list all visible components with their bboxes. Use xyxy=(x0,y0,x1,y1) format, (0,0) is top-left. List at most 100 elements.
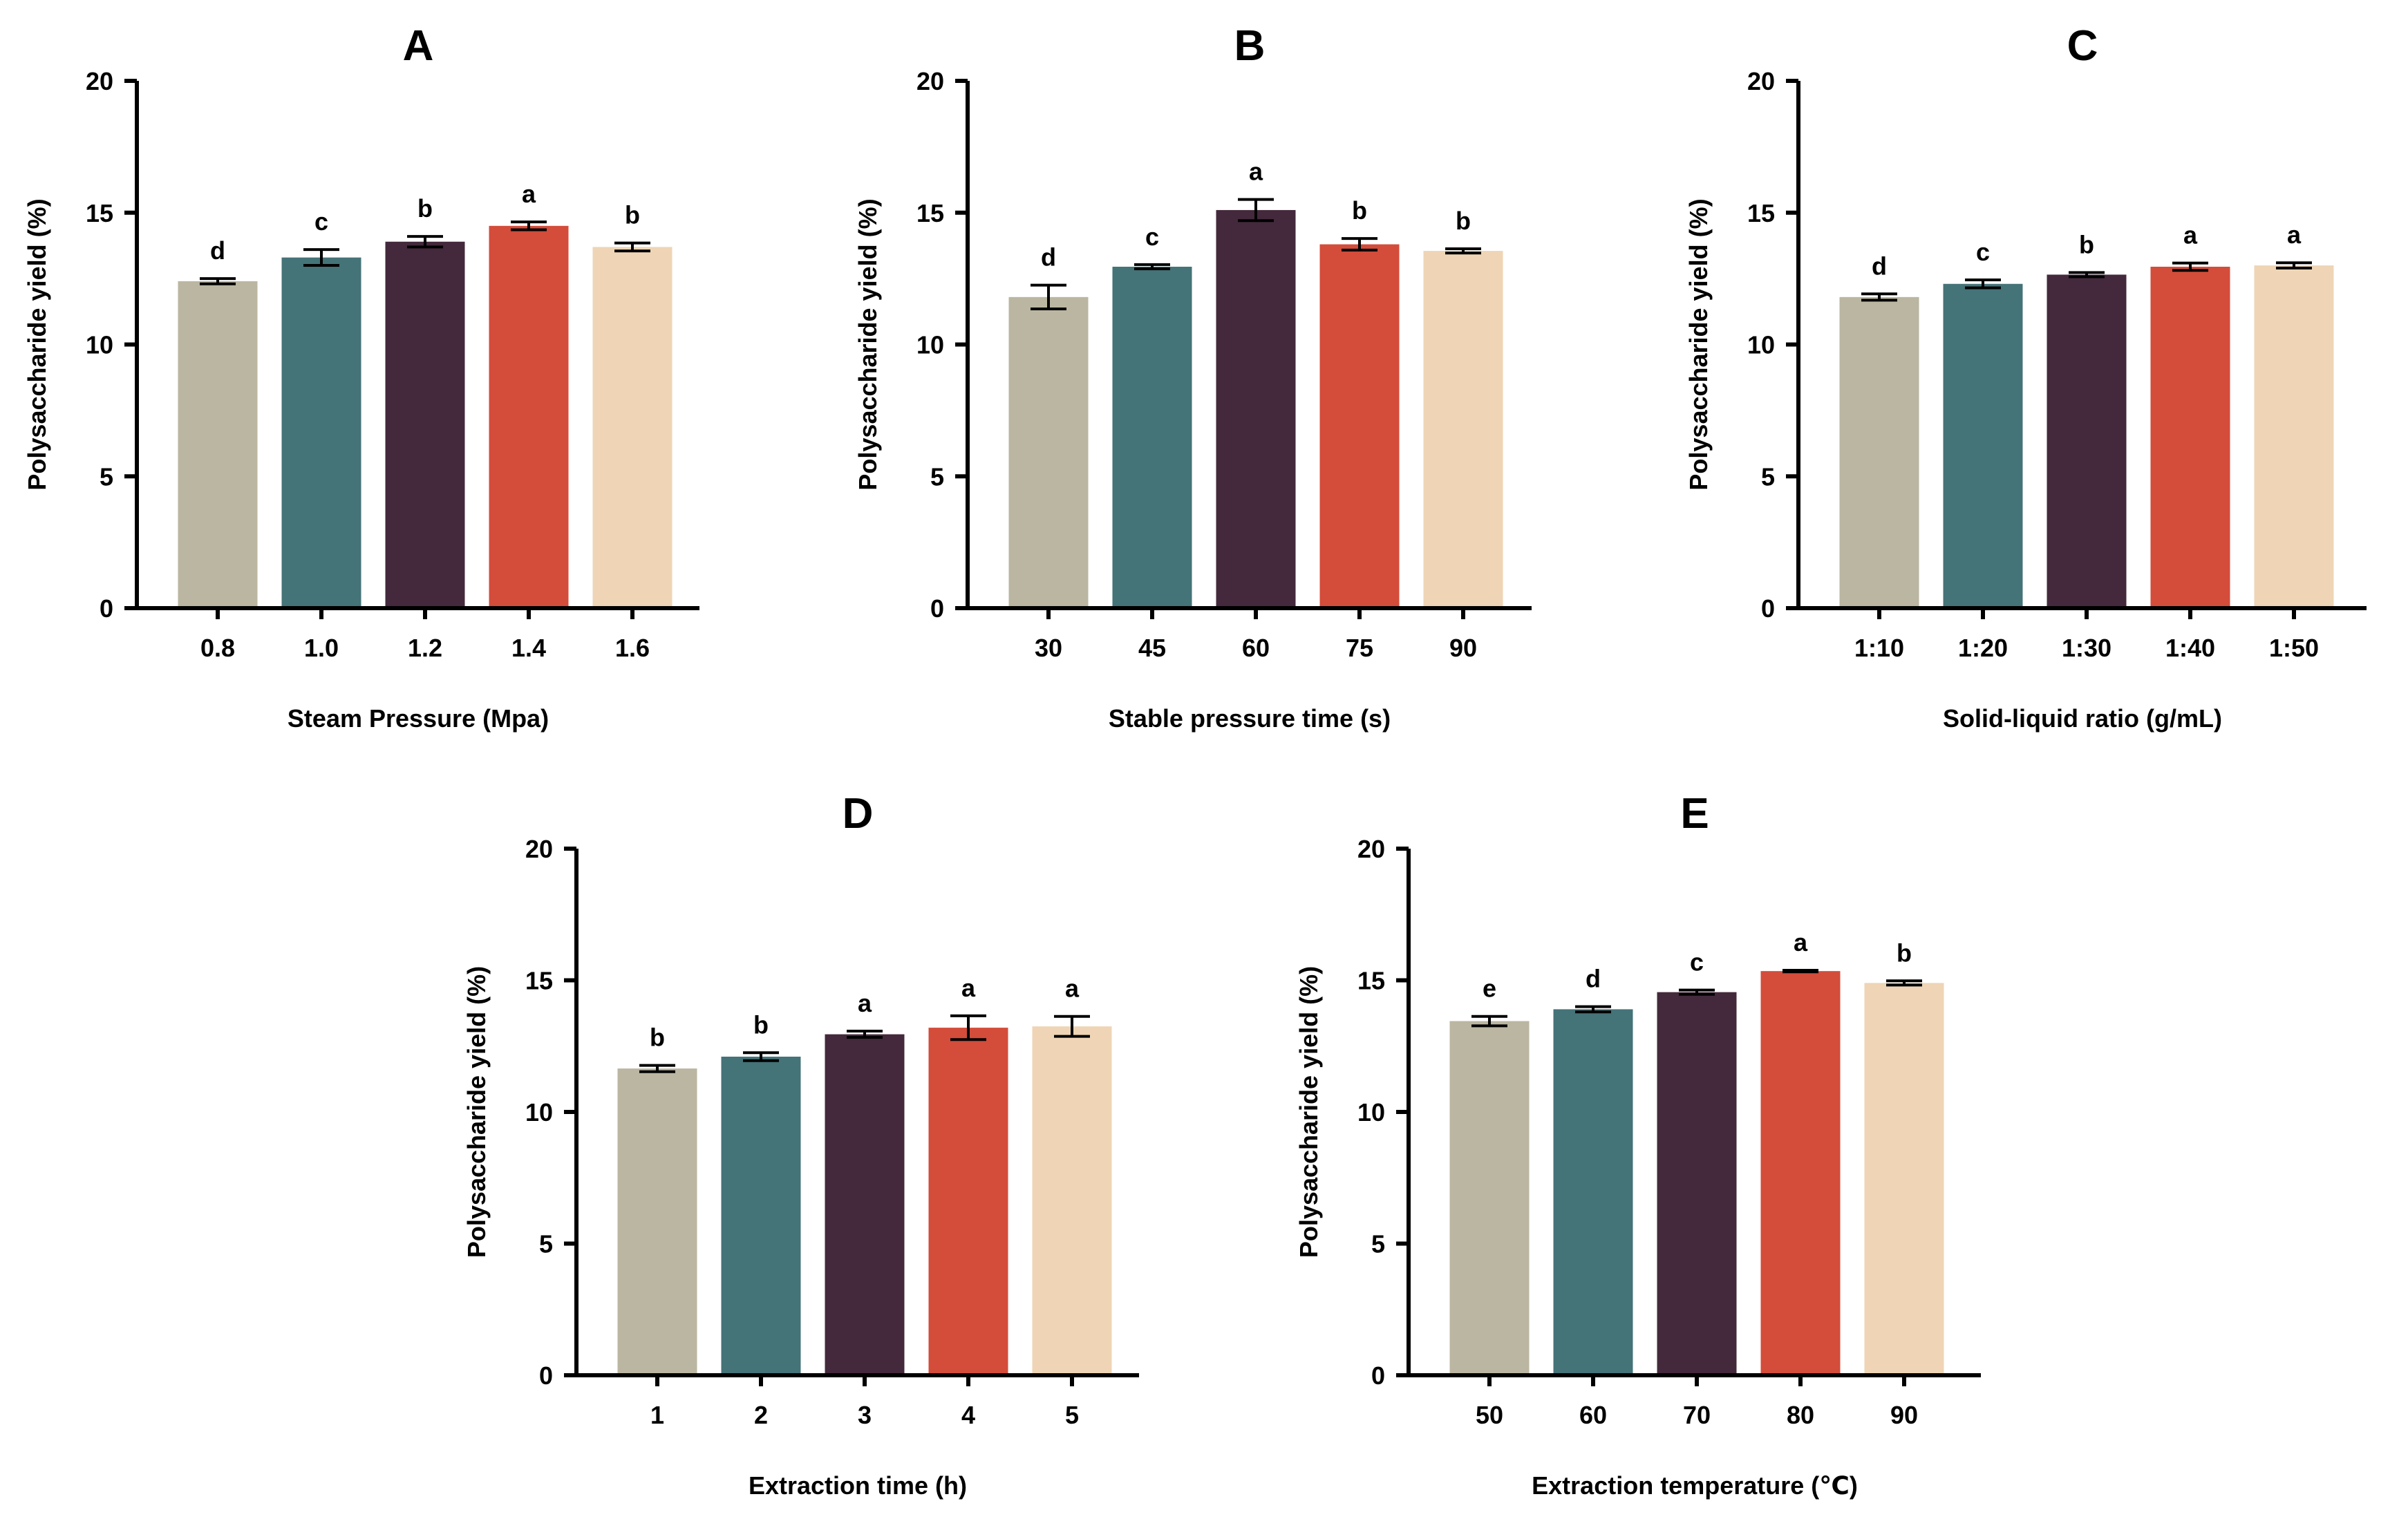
significance-label: d xyxy=(1041,243,1056,272)
significance-label: a xyxy=(1065,974,1080,1003)
x-tick-label: 1:50 xyxy=(2269,634,2319,662)
error-bar xyxy=(303,248,339,267)
significance-label: c xyxy=(1690,948,1704,976)
y-tick-label: 15 xyxy=(86,199,113,227)
panel-title: E xyxy=(1680,790,1709,838)
y-axis-label: Polysaccharide yield (%) xyxy=(1684,198,1713,490)
bar-2 xyxy=(721,1056,801,1375)
significance-label: c xyxy=(1976,238,1990,266)
error-bar xyxy=(950,1014,986,1041)
chart-panel-B: Bd 30 c 45 a 60 b 75 b 90 0 5 10 15 20 Stable pressure … xyxy=(854,22,1532,733)
error-bar xyxy=(407,235,443,249)
axes xyxy=(1407,849,1981,1377)
error-bar xyxy=(639,1064,675,1073)
x-tick-label: 75 xyxy=(1346,634,1373,662)
error-bar xyxy=(2172,261,2208,272)
chart-panel-E: Ee 50 d 60 c 70 a 80 b 90 0 5 10 15 20 Extraction tempe… xyxy=(1295,790,1981,1500)
error-bar xyxy=(1886,979,1922,987)
y-tick-label: 20 xyxy=(86,67,113,95)
significance-label: b xyxy=(1456,207,1471,235)
significance-label: d xyxy=(210,236,225,265)
y-tick-label: 10 xyxy=(916,331,944,359)
bar-1.4 xyxy=(489,225,569,608)
y-tick-label: 15 xyxy=(525,967,553,995)
error-bar xyxy=(1783,969,1818,974)
significance-label: c xyxy=(1145,223,1159,251)
x-tick-label: 90 xyxy=(1449,634,1477,662)
bar-1:20 xyxy=(1943,283,2023,608)
significance-label: a xyxy=(961,974,976,1002)
significance-label: b xyxy=(1897,938,1912,967)
bar-90 xyxy=(1864,983,1944,1375)
x-tick-label: 5 xyxy=(1065,1401,1079,1429)
bar-60 xyxy=(1553,1009,1633,1375)
chart-panel-A: Ad 0.8 c 1.0 b 1.2 a 1.4 b 1.6 0 5 10 15 20 Steam Press… xyxy=(23,22,699,733)
significance-label: b xyxy=(417,194,433,223)
y-tick-label: 0 xyxy=(1371,1361,1385,1390)
significance-label: a xyxy=(522,180,536,208)
axes xyxy=(574,849,1139,1377)
bar-3 xyxy=(825,1034,905,1375)
error-bar xyxy=(847,1030,883,1039)
y-tick-label: 20 xyxy=(916,67,944,95)
x-tick-label: 2 xyxy=(754,1401,768,1429)
axes xyxy=(966,81,1532,610)
error-bar xyxy=(1861,292,1897,302)
significance-label: a xyxy=(858,989,872,1017)
error-bar xyxy=(1575,1005,1611,1014)
y-axis-label: Polysaccharide yield (%) xyxy=(462,966,491,1258)
x-tick-label: 1.6 xyxy=(615,634,650,662)
error-bar xyxy=(1134,263,1170,271)
error-bar xyxy=(1031,283,1066,310)
significance-label: a xyxy=(2183,221,2198,249)
y-tick-label: 5 xyxy=(539,1230,553,1258)
y-tick-label: 10 xyxy=(525,1098,553,1126)
axes xyxy=(1796,81,2367,610)
error-bar xyxy=(200,277,236,285)
significance-label: b xyxy=(650,1023,665,1052)
bar-0.8 xyxy=(178,281,258,608)
y-tick-label: 5 xyxy=(100,462,113,491)
bar-50 xyxy=(1449,1021,1530,1375)
bar-30 xyxy=(1008,296,1089,608)
significance-label: c xyxy=(314,207,328,236)
x-tick-label: 50 xyxy=(1476,1401,1503,1429)
bar-45 xyxy=(1112,266,1192,608)
y-axis-label: Polysaccharide yield (%) xyxy=(23,198,51,490)
significance-label: b xyxy=(753,1010,769,1039)
y-tick-label: 20 xyxy=(1357,835,1385,863)
bar-80 xyxy=(1760,971,1841,1375)
x-tick-label: 1:40 xyxy=(2165,634,2215,662)
significance-label: d xyxy=(1872,252,1887,280)
x-tick-label: 1 xyxy=(650,1401,664,1429)
error-bar xyxy=(1679,988,1715,996)
x-tick-label: 80 xyxy=(1787,1401,1814,1429)
panel-title: A xyxy=(403,22,434,70)
bar-1.6 xyxy=(592,247,672,609)
x-tick-label: 3 xyxy=(858,1401,872,1429)
bar-1:40 xyxy=(2150,266,2230,608)
chart-panel-D: Db 1 b 2 a 3 a 4 a 5 0 5 10 15 20 Extraction time (h) Po… xyxy=(462,790,1139,1500)
x-tick-label: 60 xyxy=(1579,1401,1607,1429)
significance-label: a xyxy=(2287,220,2302,249)
bar-1 xyxy=(617,1068,697,1375)
x-tick-label: 30 xyxy=(1035,634,1062,662)
error-bar xyxy=(614,241,650,253)
y-tick-label: 0 xyxy=(539,1361,553,1390)
x-tick-label: 70 xyxy=(1683,1401,1711,1429)
bar-1.0 xyxy=(281,257,361,608)
bar-75 xyxy=(1319,244,1400,608)
bar-70 xyxy=(1657,992,1737,1375)
error-bar xyxy=(511,220,547,232)
axes xyxy=(135,81,699,610)
significance-label: d xyxy=(1586,965,1601,993)
significance-label: a xyxy=(1794,928,1808,956)
y-tick-label: 5 xyxy=(1371,1230,1385,1258)
y-tick-label: 15 xyxy=(916,199,944,227)
y-axis-label: Polysaccharide yield (%) xyxy=(854,198,882,490)
y-tick-label: 15 xyxy=(1747,199,1775,227)
panel-title: C xyxy=(2067,22,2098,70)
y-tick-label: 10 xyxy=(1747,331,1775,359)
x-axis-label: Extraction temperature (℃) xyxy=(1532,1471,1858,1500)
